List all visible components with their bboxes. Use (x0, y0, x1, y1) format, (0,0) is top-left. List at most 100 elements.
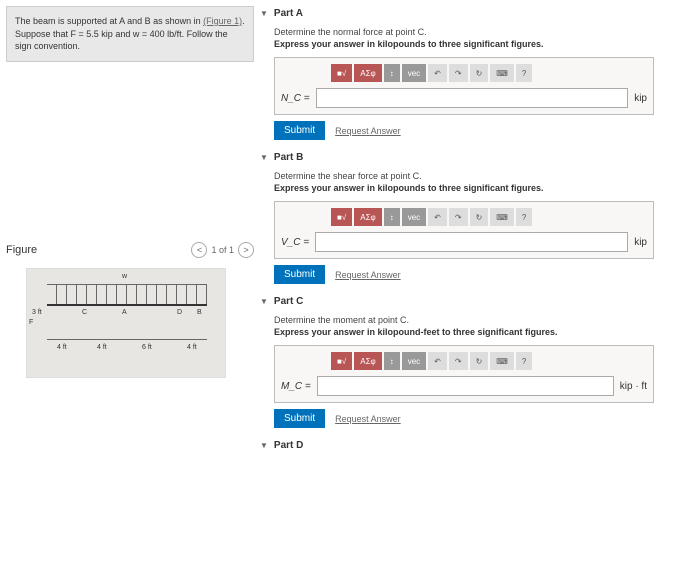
label-C: C (82, 309, 87, 316)
w-label: w (122, 273, 127, 280)
answer-unit-a: kip (634, 93, 647, 104)
help-button[interactable]: ? (516, 208, 532, 226)
part-c-instruct: Express your answer in kilopound-feet to… (274, 327, 692, 337)
main-container: The beam is supported at A and B as show… (0, 0, 700, 570)
answer-row-a: N_C = kip (281, 88, 647, 108)
dim-1: 4 ft (57, 344, 67, 351)
greek-button[interactable]: ΑΣφ (354, 64, 381, 82)
undo-button[interactable]: ↶ (428, 64, 447, 82)
problem-statement: The beam is supported at A and B as show… (6, 6, 254, 62)
part-b-desc: Determine the shear force at point C. (274, 171, 692, 181)
part-a-desc: Determine the normal force at point C. (274, 27, 692, 37)
answer-input-c[interactable] (317, 376, 614, 396)
answer-label-c: M_C = (281, 381, 311, 392)
pager-text: 1 of 1 (211, 245, 234, 255)
templates-button[interactable]: ■√ (331, 208, 352, 226)
submit-button-a[interactable]: Submit (274, 121, 325, 140)
answer-input-b[interactable] (315, 232, 628, 252)
label-A: A (122, 309, 127, 316)
greek-button[interactable]: ΑΣφ (354, 352, 381, 370)
figure-link[interactable]: (Figure 1) (203, 16, 242, 26)
left-column: The beam is supported at A and B as show… (0, 0, 260, 570)
keyboard-button[interactable]: ⌨ (490, 64, 514, 82)
part-d-header: ▼ Part D (260, 436, 692, 455)
greek-button[interactable]: ΑΣφ (354, 208, 381, 226)
answer-unit-c: kip · ft (620, 381, 647, 392)
undo-button[interactable]: ↶ (428, 352, 447, 370)
vec-button[interactable]: vec (402, 352, 426, 370)
label-D: D (177, 309, 182, 316)
toolbar-c: ■√ ΑΣφ ↕ vec ↶ ↷ ↻ ⌨ ? (281, 352, 647, 370)
part-b-body: Determine the shear force at point C. Ex… (260, 167, 692, 292)
figure-image: w 3 ft F C A D B 4 ft 4 ft 6 ft 4 ft (26, 268, 226, 378)
request-answer-link-b[interactable]: Request Answer (335, 270, 401, 280)
part-d-title: Part D (274, 440, 303, 451)
help-button[interactable]: ? (516, 64, 532, 82)
figure-header: Figure < 1 of 1 > (6, 242, 254, 258)
part-c-desc: Determine the moment at point C. (274, 315, 692, 325)
reset-button[interactable]: ↻ (470, 208, 489, 226)
redo-button[interactable]: ↷ (449, 352, 468, 370)
toolbar-a: ■√ ΑΣφ ↕ vec ↶ ↷ ↻ ⌨ ? (281, 64, 647, 82)
updown-button[interactable]: ↕ (384, 208, 400, 226)
part-a-instruct: Express your answer in kilopounds to thr… (274, 39, 692, 49)
next-figure-button[interactable]: > (238, 242, 254, 258)
answer-label-b: V_C = (281, 237, 309, 248)
redo-button[interactable]: ↷ (449, 208, 468, 226)
dim-4: 4 ft (187, 344, 197, 351)
label-B: B (197, 309, 202, 316)
reset-button[interactable]: ↻ (470, 64, 489, 82)
right-column: ▼ Part A Determine the normal force at p… (260, 0, 700, 570)
answer-box-c: ■√ ΑΣφ ↕ vec ↶ ↷ ↻ ⌨ ? M_C = kip · ft (274, 345, 654, 403)
label-F: F (29, 319, 33, 326)
vec-button[interactable]: vec (402, 208, 426, 226)
figure-title: Figure (6, 244, 37, 256)
answer-row-b: V_C = kip (281, 232, 647, 252)
keyboard-button[interactable]: ⌨ (490, 352, 514, 370)
action-row-b: Submit Request Answer (274, 265, 692, 284)
caret-icon[interactable]: ▼ (260, 297, 268, 306)
request-answer-link-c[interactable]: Request Answer (335, 414, 401, 424)
undo-button[interactable]: ↶ (428, 208, 447, 226)
submit-button-c[interactable]: Submit (274, 409, 325, 428)
dim-2: 4 ft (97, 344, 107, 351)
answer-unit-b: kip (634, 237, 647, 248)
request-answer-link-a[interactable]: Request Answer (335, 126, 401, 136)
updown-button[interactable]: ↕ (384, 352, 400, 370)
part-b-instruct: Express your answer in kilopounds to thr… (274, 183, 692, 193)
answer-box-b: ■√ ΑΣφ ↕ vec ↶ ↷ ↻ ⌨ ? V_C = kip (274, 201, 654, 259)
dim-3: 6 ft (142, 344, 152, 351)
figure-pager: < 1 of 1 > (191, 242, 254, 258)
caret-icon[interactable]: ▼ (260, 153, 268, 162)
caret-icon[interactable]: ▼ (260, 9, 268, 18)
figure-section: Figure < 1 of 1 > w 3 ft F C A D B 4 ft (6, 242, 254, 378)
part-a-title: Part A (274, 8, 303, 19)
answer-row-c: M_C = kip · ft (281, 376, 647, 396)
part-b-title: Part B (274, 152, 303, 163)
submit-button-b[interactable]: Submit (274, 265, 325, 284)
dim-line (47, 339, 207, 340)
templates-button[interactable]: ■√ (331, 352, 352, 370)
answer-input-a[interactable] (316, 88, 629, 108)
part-b-header: ▼ Part B (260, 148, 692, 167)
answer-box-a: ■√ ΑΣφ ↕ vec ↶ ↷ ↻ ⌨ ? N_C = kip (274, 57, 654, 115)
redo-button[interactable]: ↷ (449, 64, 468, 82)
templates-button[interactable]: ■√ (331, 64, 352, 82)
part-c-title: Part C (274, 296, 303, 307)
prev-figure-button[interactable]: < (191, 242, 207, 258)
action-row-c: Submit Request Answer (274, 409, 692, 428)
caret-icon[interactable]: ▼ (260, 441, 268, 450)
vec-button[interactable]: vec (402, 64, 426, 82)
beam-line (47, 304, 207, 306)
part-a-header: ▼ Part A (260, 4, 692, 23)
keyboard-button[interactable]: ⌨ (490, 208, 514, 226)
action-row-a: Submit Request Answer (274, 121, 692, 140)
answer-label-a: N_C = (281, 93, 310, 104)
help-button[interactable]: ? (516, 352, 532, 370)
toolbar-b: ■√ ΑΣφ ↕ vec ↶ ↷ ↻ ⌨ ? (281, 208, 647, 226)
part-a-body: Determine the normal force at point C. E… (260, 23, 692, 148)
reset-button[interactable]: ↻ (470, 352, 489, 370)
updown-button[interactable]: ↕ (384, 64, 400, 82)
problem-text-1: The beam is supported at A and B as show… (15, 16, 203, 26)
part-c-header: ▼ Part C (260, 292, 692, 311)
